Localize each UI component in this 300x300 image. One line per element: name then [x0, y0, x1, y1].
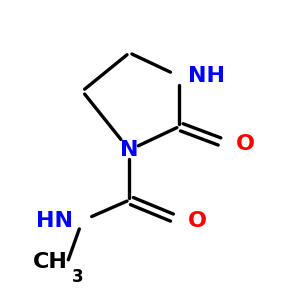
Text: 3: 3	[72, 268, 84, 286]
Text: HN: HN	[36, 211, 74, 231]
Text: O: O	[236, 134, 254, 154]
Text: N: N	[120, 140, 139, 160]
Text: CH: CH	[33, 252, 68, 272]
Text: NH: NH	[188, 66, 225, 86]
Text: O: O	[188, 211, 207, 231]
